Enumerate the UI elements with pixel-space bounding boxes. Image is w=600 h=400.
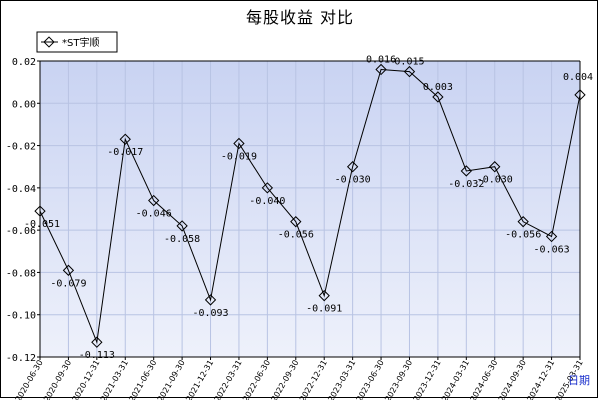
legend: *ST宇顺 — [36, 31, 118, 53]
data-point-marker — [318, 290, 330, 302]
data-point-marker — [148, 194, 160, 207]
data-label: -0.032 — [448, 179, 484, 190]
data-label: -0.019 — [221, 151, 257, 162]
data-point-marker — [204, 294, 217, 306]
data-point-marker — [375, 63, 387, 76]
data-point-marker — [574, 89, 586, 101]
data-point-marker — [460, 165, 472, 177]
data-point-marker — [346, 161, 359, 173]
data-point-marker — [432, 91, 444, 103]
y-tick-label: -0.02 — [6, 142, 36, 153]
x-tick-label: 2023-12-31 — [412, 359, 443, 400]
data-point-marker — [403, 65, 416, 78]
data-point-marker — [233, 137, 245, 150]
x-tick-label: 2022-09-30 — [269, 359, 300, 400]
data-point-marker — [119, 133, 131, 145]
x-tick-label: 2022-03-31 — [213, 359, 244, 400]
data-label: 0.004 — [563, 72, 593, 83]
data-point-marker — [34, 205, 46, 217]
chart-title: 每股收益 对比 — [245, 8, 355, 27]
x-tick-label: 2020-12-31 — [71, 359, 102, 400]
x-tick-label: 2021-12-31 — [184, 359, 215, 400]
data-label: -0.063 — [534, 244, 570, 255]
x-tick-label: 2020-09-30 — [42, 359, 73, 400]
data-label: 0.003 — [423, 82, 453, 93]
x-tick-label: 2021-09-30 — [156, 359, 187, 400]
x-tick-label: 2023-06-30 — [355, 359, 386, 400]
data-label: -0.030 — [477, 175, 513, 186]
axes — [39, 60, 581, 358]
data-label: -0.093 — [192, 308, 228, 319]
data-label: -0.056 — [505, 230, 541, 241]
data-point-marker — [545, 230, 558, 243]
data-label: -0.017 — [107, 147, 143, 158]
data-label: 0.015 — [394, 57, 424, 68]
x-tick-label: 2023-03-31 — [326, 359, 357, 400]
y-tick-label: -0.12 — [6, 353, 36, 364]
plot-area — [40, 61, 580, 357]
y-axis-ticks: 0.02 0.00 -0.02 -0.04 -0.06 -0.08 -0.10 -0.12 — [6, 57, 40, 364]
y-tick-label: -0.08 — [6, 268, 36, 279]
data-label: -0.030 — [335, 175, 371, 186]
data-label: -0.113 — [79, 350, 115, 361]
legend-box — [36, 31, 118, 53]
data-label: -0.058 — [164, 234, 200, 245]
y-tick-label: -0.06 — [6, 226, 36, 237]
x-tick-label: 2024-09-30 — [497, 359, 528, 400]
data-label: -0.040 — [249, 196, 285, 207]
x-tick-label: 2024-03-31 — [440, 359, 471, 400]
x-tick-label: 2021-03-31 — [99, 359, 130, 400]
data-point-marker — [489, 161, 501, 173]
y-tick-label: 0.00 — [12, 99, 36, 110]
legend-entry: *ST宇顺 — [62, 36, 99, 49]
data-point-marker — [261, 182, 274, 194]
data-label: -0.079 — [50, 278, 86, 289]
data-label: -0.091 — [306, 304, 342, 315]
x-tick-label: 2024-06-30 — [468, 358, 499, 400]
data-point-marker — [176, 220, 188, 232]
data-point-marker — [290, 216, 302, 228]
x-axis-ticks: 2020-06-302020-09-302020-12-312021-03-31… — [14, 357, 585, 400]
data-label: -0.046 — [136, 209, 172, 220]
x-tick-label: 2022-06-30 — [241, 359, 272, 400]
y-tick-label: 0.02 — [12, 57, 36, 68]
x-tick-label: 2022-12-31 — [298, 359, 329, 400]
data-label: -0.051 — [24, 219, 60, 230]
y-tick-label: -0.04 — [6, 184, 36, 195]
series-group: -0.051 -0.079 -0.113 -0.017 -0.046 -0.058 -0.0… — [24, 54, 593, 361]
data-label: -0.056 — [278, 230, 314, 241]
x-tick-label: 2024-12-31 — [525, 359, 556, 400]
data-point-marker — [517, 216, 529, 228]
x-tick-label: 2023-09-30 — [383, 359, 414, 400]
data-point-marker — [91, 336, 103, 348]
x-extra-label: 日期 — [568, 374, 590, 387]
data-point-marker — [62, 264, 75, 276]
data-label: 0.016 — [366, 54, 396, 65]
y-tick-label: -0.10 — [6, 311, 36, 322]
x-tick-label: 2020-06-30 — [14, 359, 45, 400]
legend-marker-icon — [43, 36, 55, 48]
x-tick-label: 2021-06-30 — [127, 359, 158, 400]
